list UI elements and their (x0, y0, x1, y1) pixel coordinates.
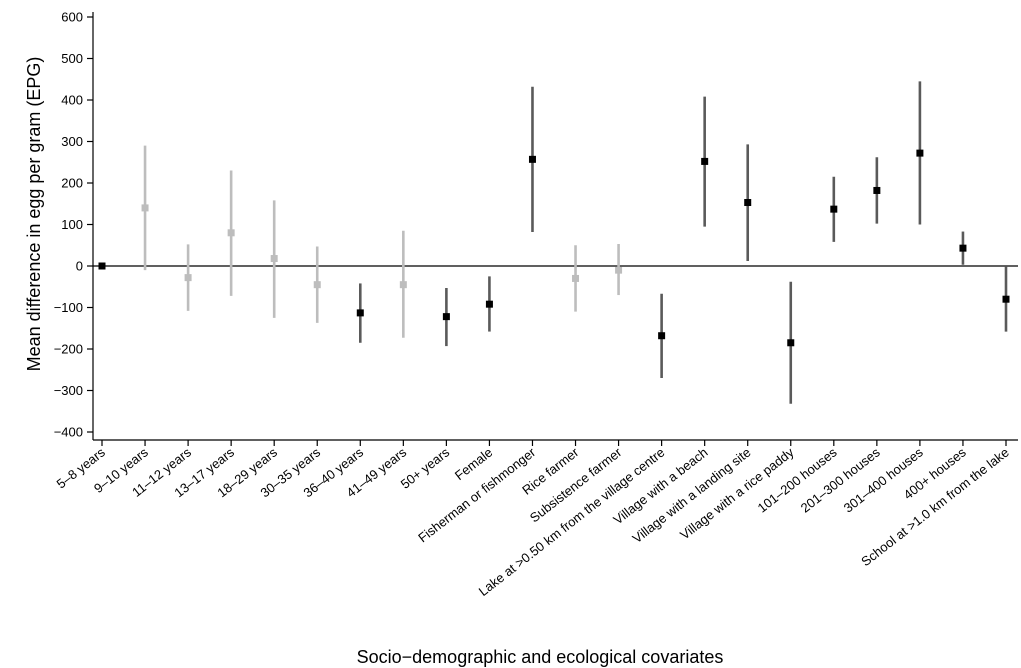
point-estimate (270, 255, 278, 263)
point-estimate (485, 300, 493, 308)
point-estimate (98, 262, 106, 270)
point-estimate (787, 339, 795, 347)
point-estimate (959, 244, 967, 252)
x-axis-title: Socio−demographic and ecological covaria… (357, 647, 724, 667)
point-estimate (572, 274, 580, 282)
y-tick-label: 200 (61, 176, 83, 191)
data-marks (98, 81, 1010, 404)
y-tick-label: −400 (54, 425, 83, 440)
point-estimate (916, 149, 924, 157)
point-estimate (744, 199, 752, 207)
point-estimate (830, 205, 838, 213)
y-tick-label: −100 (54, 300, 83, 315)
y-tick-label: 600 (61, 10, 83, 25)
y-tick-label: −300 (54, 383, 83, 398)
y-tick-label: −200 (54, 342, 83, 357)
x-tick-label: 50+ years (398, 444, 453, 491)
point-estimate (227, 229, 235, 237)
point-estimate (184, 274, 192, 282)
point-estimate (399, 281, 407, 289)
point-estimate (141, 204, 149, 212)
point-estimate (313, 281, 321, 289)
point-estimate (615, 266, 623, 274)
point-estimate (356, 309, 364, 317)
y-tick-label: 300 (61, 134, 83, 149)
y-tick-label: 100 (61, 217, 83, 232)
y-axis-title: Mean difference in egg per gram (EPG) (24, 57, 44, 372)
y-tick-label: 0 (76, 259, 83, 274)
point-estimate (528, 155, 536, 163)
point-estimate (658, 332, 666, 340)
point-estimate (873, 186, 881, 194)
y-axis-ticks: 600 500 400 300 200 100 0 −100 −200 −300 −400 (54, 10, 93, 440)
point-estimate (701, 157, 709, 165)
y-tick-label: 500 (61, 51, 83, 66)
point-estimate (442, 313, 450, 321)
point-estimate (1002, 295, 1010, 303)
y-tick-label: 400 (61, 93, 83, 108)
